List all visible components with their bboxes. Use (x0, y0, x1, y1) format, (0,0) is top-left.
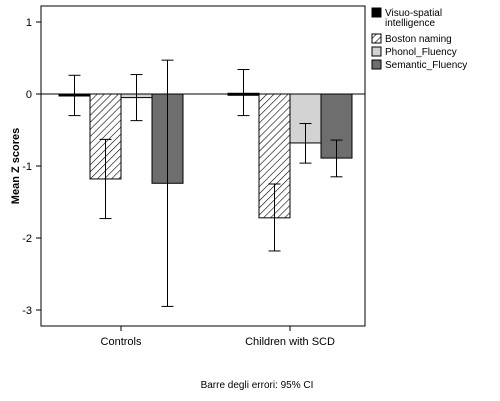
footnote: Barre degli errori: 95% CI (201, 380, 314, 391)
legend-label-3: Semantic_Fluency (385, 60, 467, 71)
error-bar-2-0 (130, 74, 143, 122)
error-bars (68, 59, 343, 307)
error-bar-3-1 (330, 139, 343, 178)
legend-swatch-2 (371, 46, 382, 57)
legend-swatch-1 (371, 33, 382, 44)
error-bar-0-1 (237, 69, 250, 117)
error-bar-3-0 (161, 59, 174, 307)
x-tick-label: Children with SCD (245, 336, 335, 348)
legend-label-1: Boston naming (385, 34, 452, 45)
y-tick-label: 0 (26, 89, 32, 101)
y-tick-label: -1 (22, 161, 32, 173)
y-tick-label: -3 (22, 305, 32, 317)
legend-swatch-3 (371, 59, 382, 70)
legend-label-2: Phonol_Fluency (385, 47, 457, 58)
legend-label-0: intelligence (385, 18, 435, 29)
error-bar-1-0 (99, 138, 112, 220)
y-axis-label: Mean Z scores (10, 128, 22, 204)
error-bar-2-1 (299, 123, 312, 164)
legend-swatch-0 (371, 7, 382, 18)
y-tick-label: -2 (22, 233, 32, 245)
error-bar-1-1 (268, 183, 281, 252)
legend-label-0: Visuo-spatial (385, 8, 442, 19)
x-axis: Controls Children with SCD (101, 326, 335, 348)
y-axis: 1 0 -1 -2 -3 (22, 17, 41, 317)
y-tick-label: 1 (26, 17, 32, 29)
x-tick-label: Controls (101, 336, 142, 348)
error-bar-0-0 (68, 74, 81, 117)
